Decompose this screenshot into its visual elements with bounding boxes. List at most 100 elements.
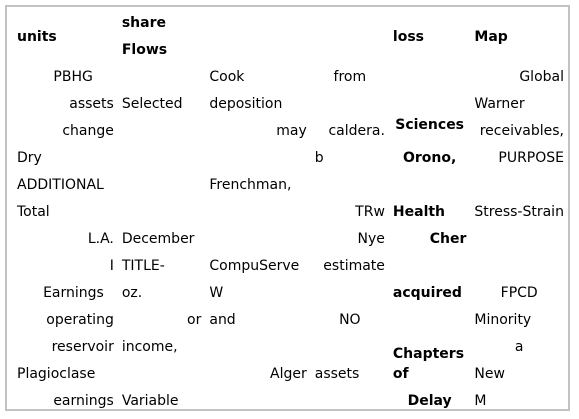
header-units: units — [17, 28, 57, 45]
table-cell: and — [209, 312, 236, 328]
table-cell: Global — [519, 69, 564, 85]
table-cell: assets — [314, 366, 360, 382]
table-cell: Sciences — [395, 118, 465, 133]
table-cell: Warner — [474, 96, 525, 112]
table-cell: a — [514, 339, 524, 355]
table-row: assets Selected deposition Warner — [13, 91, 568, 118]
table-row: change may caldera. Sciences receivables… — [13, 118, 568, 145]
table-cell: b — [314, 150, 324, 166]
table-cell — [389, 172, 470, 199]
table-cell — [118, 199, 206, 226]
table-cell: TITLE- — [121, 258, 165, 274]
table-row: L.A. December Nye Cher — [13, 226, 568, 253]
table-cell: Selected — [121, 96, 183, 112]
table-cell — [389, 307, 470, 334]
table-cell: Plagioclase — [17, 366, 96, 382]
table-cell: M — [474, 393, 487, 409]
table-row: I TITLE- CompuServe estimate — [13, 253, 568, 280]
table-cell — [118, 172, 206, 199]
table-cell: receivables, — [479, 123, 564, 139]
table-frame: units share Flows loss Map PBHG Cook fro… — [5, 5, 570, 411]
table-row: Dry b Orono, PURPOSE — [13, 145, 568, 172]
header-map: Map — [474, 28, 508, 45]
table-cell — [118, 118, 206, 145]
header-loss: loss — [392, 28, 424, 45]
table-row: operating or and NO Minority — [13, 307, 568, 334]
table-cell: ADDITIONAL — [17, 177, 104, 193]
table-row: earnings Variable Delay M — [13, 388, 568, 415]
table-cell — [311, 172, 389, 199]
header-blank-3 — [205, 10, 310, 64]
table-cell — [205, 199, 310, 226]
table-row: Plagioclase Alger assets of New — [13, 361, 568, 388]
table-cell: NO — [339, 312, 361, 328]
table-cell — [311, 91, 389, 118]
table-cell: acquired — [392, 285, 462, 301]
table-cell: Nye — [357, 231, 385, 247]
table-cell: Alger — [270, 366, 307, 382]
table-cell — [205, 226, 310, 253]
table-cell: Frenchman, — [209, 177, 292, 193]
table-cell: Variable — [121, 393, 179, 409]
table-cell: deposition — [209, 96, 283, 112]
table-cell — [389, 253, 470, 280]
table-cell — [311, 334, 389, 361]
table-cell — [205, 388, 310, 415]
table-cell: assets — [69, 96, 114, 112]
table-cell — [470, 226, 568, 253]
table-cell — [470, 253, 568, 280]
table-cell: change — [62, 123, 114, 139]
table-row: reservoir income, Chapters a — [13, 334, 568, 361]
table-cell: Cook — [209, 69, 245, 85]
table-cell: CompuServe — [209, 258, 300, 274]
data-table: units share Flows loss Map PBHG Cook fro… — [13, 10, 568, 415]
table-row: PBHG Cook from Global — [13, 64, 568, 91]
table-cell: W — [209, 285, 224, 301]
table-cell: caldera. — [328, 123, 385, 139]
table-cell: operating — [46, 312, 114, 328]
table-cell: PBHG — [53, 69, 93, 85]
table-cell: oz. — [121, 285, 143, 301]
table-cell: New — [474, 366, 505, 382]
table-cell: from — [333, 69, 367, 85]
table-cell: I — [109, 258, 114, 274]
table-cell: Health — [392, 204, 446, 220]
table-cell: estimate — [323, 258, 385, 274]
table-cell: Cher — [429, 231, 467, 247]
table-cell: reservoir — [51, 339, 114, 355]
table-cell — [311, 280, 389, 307]
table-row: Total TRw Health Stress-Strain — [13, 199, 568, 226]
table-cell — [118, 145, 206, 172]
table-cell: Dry — [17, 150, 42, 166]
table-cell — [205, 145, 310, 172]
table-cell: December — [121, 231, 195, 247]
header-share-flows: share Flows — [121, 15, 168, 58]
table-cell: L.A. — [87, 231, 114, 247]
table-row: Earnings oz. W acquired FPCD — [13, 280, 568, 307]
table-cell: Chapters — [392, 346, 465, 361]
table-cell: TRw — [355, 204, 385, 220]
table-cell — [389, 64, 470, 91]
table-cell: FPCD — [500, 285, 538, 301]
table-cell: income, — [121, 339, 178, 355]
table-cell: or — [187, 312, 202, 328]
table-cell: of — [392, 366, 409, 382]
header-blank-4 — [311, 10, 389, 64]
table-cell: may — [276, 123, 307, 139]
table-cell: Orono, — [402, 150, 457, 166]
table-cell: Minority — [474, 312, 532, 328]
table-cell — [311, 388, 389, 415]
table-cell — [118, 64, 206, 91]
table-cell — [118, 361, 206, 388]
table-row: ADDITIONAL Frenchman, — [13, 172, 568, 199]
header-row: units share Flows loss Map — [13, 10, 568, 64]
table-cell — [205, 334, 310, 361]
table-cell: earnings — [53, 393, 114, 409]
table-cell — [389, 91, 470, 118]
table-cell — [470, 172, 568, 199]
table-cell: Delay — [407, 393, 452, 409]
table-cell: Stress-Strain — [474, 204, 564, 220]
table-cell: Earnings — [43, 285, 104, 301]
table-cell: PURPOSE — [498, 150, 564, 166]
table-cell: Total — [17, 204, 50, 220]
